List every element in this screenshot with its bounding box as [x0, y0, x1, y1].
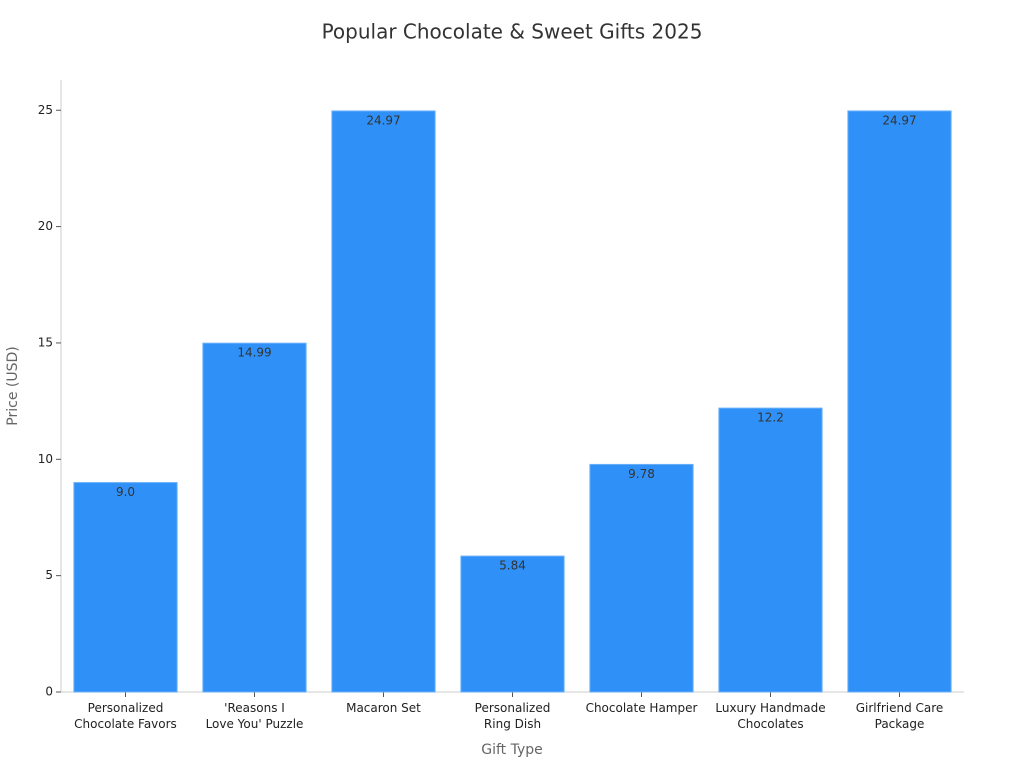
- bar: [331, 110, 436, 693]
- bar: [73, 482, 178, 693]
- x-tick-label: Personalized Ring Dish: [474, 701, 551, 731]
- x-tick-label: Girlfriend Care Package: [855, 701, 944, 731]
- y-tick-label: 25: [38, 103, 53, 117]
- y-tick-label: 20: [38, 219, 53, 233]
- x-tick-label: Personalized Chocolate Favors: [74, 701, 177, 731]
- bar: [847, 110, 952, 693]
- bar: [460, 555, 565, 693]
- value-label: 24.97: [882, 113, 916, 127]
- bar: [202, 342, 307, 693]
- y-tick-label: 0: [45, 685, 53, 699]
- bar: [718, 407, 823, 693]
- chart-title: Popular Chocolate & Sweet Gifts 2025: [322, 20, 703, 44]
- value-label: 12.2: [757, 411, 784, 425]
- y-tick-label: 15: [38, 335, 53, 349]
- x-tick-label: Macaron Set: [346, 701, 421, 715]
- x-axis-label: Gift Type: [481, 742, 543, 758]
- value-label: 14.99: [237, 346, 271, 360]
- y-tick-label: 10: [38, 452, 53, 466]
- x-tick-label: 'Reasons I Love You' Puzzle: [205, 701, 304, 731]
- y-axis-label: Price (USD): [5, 346, 21, 425]
- bar: [589, 463, 694, 693]
- value-label: 24.97: [366, 113, 400, 127]
- y-tick-label: 5: [45, 568, 53, 582]
- value-label: 9.78: [628, 467, 655, 481]
- value-label: 5.84: [499, 559, 526, 573]
- x-tick-label: Chocolate Hamper: [585, 701, 698, 715]
- value-label: 9.0: [116, 485, 135, 499]
- x-tick-label: Luxury Handmade Chocolates: [715, 701, 826, 731]
